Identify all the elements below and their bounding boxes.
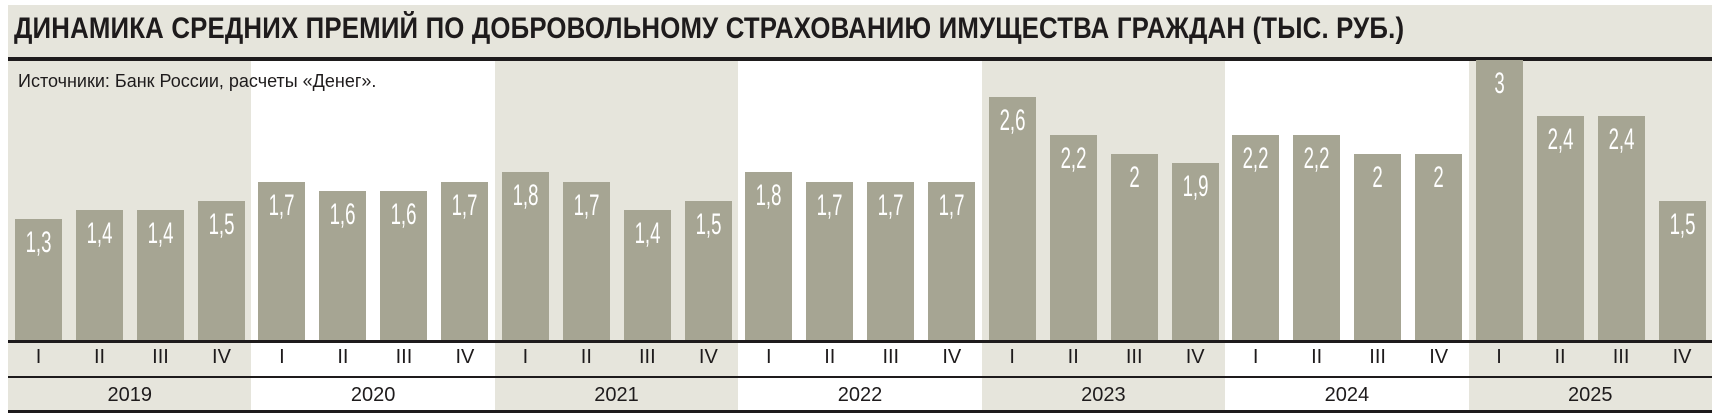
year-label: 2020 [350, 384, 396, 406]
year-label: 2021 [594, 384, 639, 406]
bar [258, 181, 306, 341]
quarter-label: I [1496, 346, 1502, 368]
quarter-label: IV [1185, 346, 1205, 368]
title-band [8, 5, 1712, 57]
data-label: 1,9 [1182, 170, 1209, 204]
quarter-label: III [152, 346, 169, 368]
bar [745, 172, 793, 341]
quarter-label: I [1009, 346, 1015, 368]
data-label: 2 [1372, 160, 1383, 194]
quarter-label: IV [698, 346, 718, 368]
data-label: 2,2 [1060, 141, 1087, 175]
bar [623, 209, 671, 341]
bar [806, 181, 854, 341]
bottom-rule [8, 410, 1712, 413]
bar [1475, 60, 1523, 341]
source-note: Источники: Банк России, расчеты «Денег». [18, 71, 377, 91]
data-label: 2,2 [1242, 141, 1269, 175]
year-label: 2023 [1081, 384, 1126, 406]
data-label: 2 [1129, 160, 1140, 194]
data-label: 1,7 [938, 188, 965, 222]
bar [501, 172, 549, 341]
data-label: 2,4 [1608, 123, 1634, 157]
bar [15, 219, 62, 341]
quarter-label: I [279, 346, 285, 368]
quarter-label: II [1311, 346, 1323, 368]
data-label: 1,5 [208, 207, 235, 241]
data-label: 3 [1493, 67, 1505, 100]
quarter-rule [8, 376, 1712, 378]
bar [867, 181, 915, 341]
data-label: 1,7 [268, 188, 295, 222]
bar [1049, 134, 1097, 341]
data-label: 2 [1433, 160, 1444, 194]
year-label: 2025 [1568, 384, 1613, 406]
year-label: 2022 [837, 384, 883, 406]
bar [1658, 200, 1706, 341]
bar [988, 97, 1036, 341]
quarter-label: I [766, 346, 772, 368]
data-label: 1,7 [451, 188, 478, 222]
data-label: 2,2 [1303, 141, 1330, 175]
bar [198, 200, 245, 341]
data-label: 1,5 [695, 207, 722, 241]
quarter-label: IV [1672, 346, 1692, 368]
bar [76, 209, 123, 341]
quarter-label: III [395, 346, 413, 368]
quarter-label: III [1369, 346, 1386, 368]
bar [319, 191, 367, 341]
quarter-label: II [580, 346, 592, 368]
data-label: 1,6 [390, 198, 417, 232]
data-label: 1,4 [86, 216, 113, 250]
bar [1232, 134, 1280, 341]
bar [562, 181, 610, 341]
bar [137, 209, 184, 341]
quarter-label: III [639, 346, 656, 368]
title-rule [8, 57, 1712, 61]
bar [1171, 163, 1219, 341]
quarter-label: I [35, 346, 42, 368]
quarter-label: II [1067, 346, 1079, 368]
bar [1110, 153, 1158, 341]
bar [1597, 116, 1645, 341]
baseline-rule [8, 340, 1712, 343]
bar [1536, 116, 1584, 341]
quarter-label: I [1252, 346, 1259, 368]
bar [1293, 134, 1341, 341]
quarter-label: IV [1429, 346, 1449, 368]
data-label: 1,4 [634, 216, 661, 250]
bar [1415, 153, 1463, 341]
quarter-label: II [337, 346, 349, 368]
quarter-label: III [1125, 346, 1143, 368]
data-label: 1,3 [25, 226, 52, 260]
quarter-label: III [1612, 346, 1630, 368]
bar [441, 181, 489, 341]
year-label: 2024 [1324, 384, 1370, 406]
data-label: 1,8 [755, 179, 782, 213]
quarter-label: II [824, 346, 836, 368]
data-label: 2,4 [1547, 123, 1573, 157]
quarter-label: III [882, 346, 900, 368]
bar [928, 181, 976, 341]
quarter-label: IV [942, 346, 962, 368]
data-label: 1,7 [573, 188, 600, 222]
data-label: 1,5 [1669, 207, 1695, 241]
quarter-label: I [522, 346, 529, 368]
data-label: 1,6 [329, 198, 356, 232]
bar [684, 200, 732, 341]
data-label: 2,6 [999, 104, 1026, 138]
year-label: 2019 [107, 384, 152, 406]
quarter-label: II [1554, 346, 1566, 368]
bar [1354, 153, 1402, 341]
quarter-label: II [93, 346, 106, 368]
chart-title: ДИНАМИКА СРЕДНИХ ПРЕМИЙ ПО ДОБРОВОЛЬНОМУ… [14, 12, 1405, 45]
data-label: 1,7 [877, 188, 904, 222]
data-label: 1,7 [816, 188, 843, 222]
data-label: 1,8 [512, 179, 539, 213]
data-label: 1,4 [147, 216, 174, 250]
quarter-label: IV [212, 346, 231, 368]
quarter-label: IV [455, 346, 475, 368]
bar [380, 191, 428, 341]
